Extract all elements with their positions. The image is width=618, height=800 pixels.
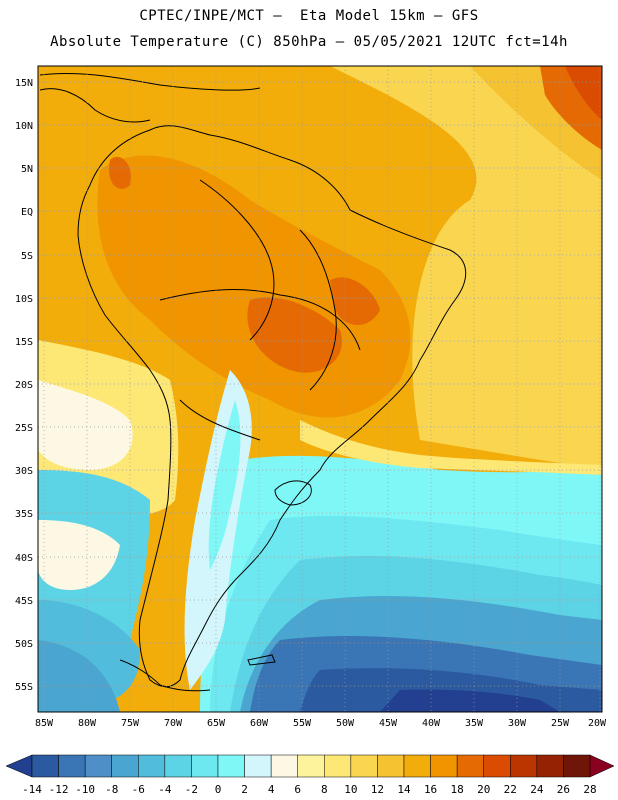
- colorbar-label: -2: [185, 783, 198, 796]
- latitude-axis: 15N 10N 5N EQ 5S 10S 15S 20S 25S 30S 35S…: [15, 78, 33, 693]
- colorbar-label: 20: [477, 783, 490, 796]
- lon-label: 85W: [35, 718, 54, 729]
- colorbar-label: -6: [132, 783, 145, 796]
- lon-label: 50W: [336, 718, 355, 729]
- map-title-line2: Absolute Temperature (C) 850hPa – 05/05/…: [50, 34, 568, 50]
- colorbar-label: 16: [424, 783, 437, 796]
- colorbar-label: -10: [75, 783, 95, 796]
- coastline: [39, 72, 467, 692]
- colorbar-swatch: [483, 754, 511, 778]
- colorbar-label: 26: [557, 783, 570, 796]
- colorbar-swatch: [377, 754, 405, 778]
- colorbar-swatch: [164, 754, 192, 778]
- colorbar-swatch: [84, 754, 112, 778]
- colorbar-swatch: [191, 754, 219, 778]
- colorbar-swatch: [324, 754, 352, 778]
- colorbar-label: -4: [158, 783, 172, 796]
- colorbar-swatch: [403, 754, 431, 778]
- lat-label: 15N: [15, 78, 33, 89]
- lat-label: 15S: [15, 337, 33, 348]
- colorbar-swatch: [244, 754, 272, 778]
- lon-label: 30W: [508, 718, 527, 729]
- lon-label: 40W: [422, 718, 441, 729]
- colorbar-swatch: [217, 754, 245, 778]
- colorbar-swatch: [270, 754, 298, 778]
- colorbar-swatch: [138, 754, 166, 778]
- colorbar-swatch: [510, 754, 538, 778]
- colorbar-arrow-left: [5, 754, 33, 778]
- colorbar-swatch: [297, 754, 325, 778]
- lon-label: 70W: [164, 718, 183, 729]
- map-title-line1: CPTEC/INPE/MCT – Eta Model 15km – GFS: [139, 8, 479, 24]
- lon-label: 55W: [293, 718, 312, 729]
- colorbar-arrow-right: [589, 754, 615, 778]
- map-frame: [37, 65, 603, 713]
- lat-label: 10S: [15, 294, 33, 305]
- lon-label: 35W: [465, 718, 484, 729]
- lat-label: 45S: [15, 596, 33, 607]
- longitude-axis: 85W 80W 75W 70W 65W 60W 55W 50W 45W 40W …: [35, 718, 607, 729]
- colorbar-swatch: [563, 754, 591, 778]
- colorbar-label: 2: [241, 783, 248, 796]
- lon-label: 60W: [250, 718, 269, 729]
- lon-label: 75W: [121, 718, 140, 729]
- colorbar-label: 22: [504, 783, 517, 796]
- temperature-field: [38, 66, 602, 712]
- colorbar-label: 10: [344, 783, 357, 796]
- lon-label: 20W: [588, 718, 607, 729]
- colorbar-label: 12: [371, 783, 384, 796]
- colorbar-swatch: [111, 754, 139, 778]
- lat-label: 35S: [15, 509, 33, 520]
- colorbar-swatch: [350, 754, 378, 778]
- lon-label: 25W: [551, 718, 570, 729]
- lat-label: 20S: [15, 380, 33, 391]
- lat-label: 5N: [21, 164, 33, 175]
- lat-label: 50S: [15, 639, 33, 650]
- colorbar-swatch: [58, 754, 86, 778]
- colorbar-swatch: [456, 754, 484, 778]
- colorbar-label: 14: [397, 783, 411, 796]
- lat-label: 40S: [15, 553, 33, 564]
- colorbar-label: -12: [49, 783, 69, 796]
- lat-label: 25S: [15, 423, 33, 434]
- lon-label: 80W: [78, 718, 97, 729]
- colorbar-label: 24: [530, 783, 544, 796]
- colorbar: -14 -12 -10 -8 -6 -4 -2 0 2 4 6 8 10 12 14 16 18 20 22 24 26…: [5, 754, 615, 796]
- lat-label: 5S: [21, 251, 33, 262]
- lat-label: 30S: [15, 466, 33, 477]
- colorbar-label: 8: [321, 783, 328, 796]
- lat-label: EQ: [21, 207, 33, 218]
- colorbar-label: 0: [215, 783, 222, 796]
- colorbar-label: -8: [105, 783, 118, 796]
- colorbar-label: 28: [583, 783, 596, 796]
- colorbar-label: 18: [451, 783, 464, 796]
- colorbar-label: 4: [268, 783, 275, 796]
- lat-label: 10N: [15, 121, 33, 132]
- colorbar-label: 6: [294, 783, 301, 796]
- colorbar-label: -14: [22, 783, 42, 796]
- lon-label: 65W: [207, 718, 226, 729]
- colorbar-swatch: [430, 754, 458, 778]
- lon-label: 45W: [379, 718, 398, 729]
- colorbar-swatch: [31, 754, 59, 778]
- lat-label: 55S: [15, 682, 33, 693]
- colorbar-swatch: [536, 754, 564, 778]
